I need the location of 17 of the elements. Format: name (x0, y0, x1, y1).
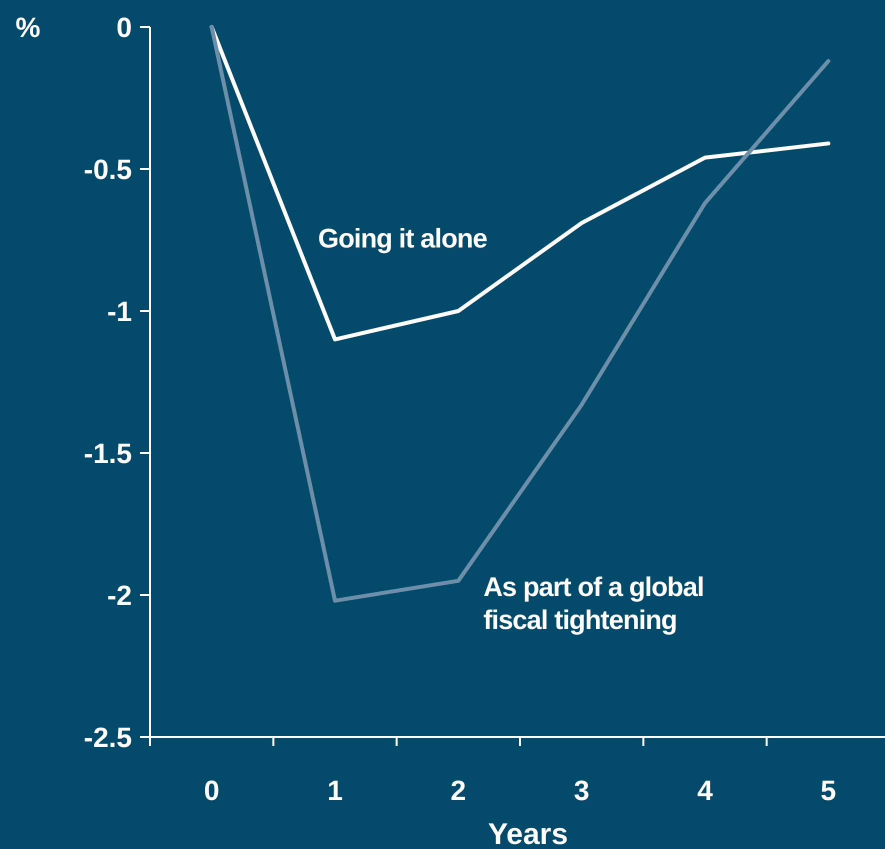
x-tick-label: 3 (574, 775, 590, 806)
x-axis-title: Years (488, 818, 568, 849)
x-tick-label: 0 (204, 775, 220, 806)
series-label: Going it alone (318, 223, 488, 254)
y-tick-label: -0.5 (84, 154, 132, 185)
x-tick-label: 5 (820, 775, 836, 806)
x-tick-label: 4 (697, 775, 714, 806)
y-tick-label: 0 (116, 12, 132, 43)
y-axis-title: % (16, 12, 41, 43)
y-tick-label: -2 (107, 580, 132, 611)
x-tick-label: 2 (450, 775, 466, 806)
line-series (210, 25, 830, 603)
y-tick-label: -1.5 (84, 438, 132, 469)
series-label: As part of a global fiscal tightening (483, 572, 704, 635)
x-tick-label: 1 (327, 775, 343, 806)
y-tick-label: -1 (107, 296, 132, 327)
y-tick-label: -2.5 (84, 722, 132, 753)
